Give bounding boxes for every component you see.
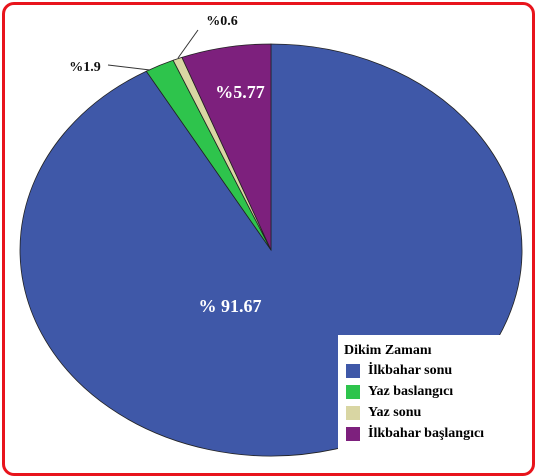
- data-label: % 91.67: [199, 296, 262, 316]
- leader-line: [177, 29, 199, 59]
- pie-slice: [181, 43, 272, 251]
- legend-swatch: [346, 406, 360, 420]
- legend-label: İlkbahar başlangıcı: [368, 424, 484, 441]
- leader-line: [107, 64, 151, 71]
- data-label: %5.77: [215, 82, 265, 102]
- legend-title: Dikim Zamanı: [344, 343, 432, 358]
- legend-label: İlkbahar sonu: [368, 361, 452, 378]
- legend-label: Yaz sonu: [368, 405, 422, 420]
- legend-box: [338, 335, 528, 456]
- data-label: %1.9: [69, 60, 101, 75]
- data-label: %0.6: [206, 14, 238, 29]
- legend-label: Yaz baslangıcı: [368, 384, 453, 399]
- legend-swatch: [346, 364, 360, 378]
- legend-swatch: [346, 385, 360, 399]
- legend-swatch: [346, 427, 360, 441]
